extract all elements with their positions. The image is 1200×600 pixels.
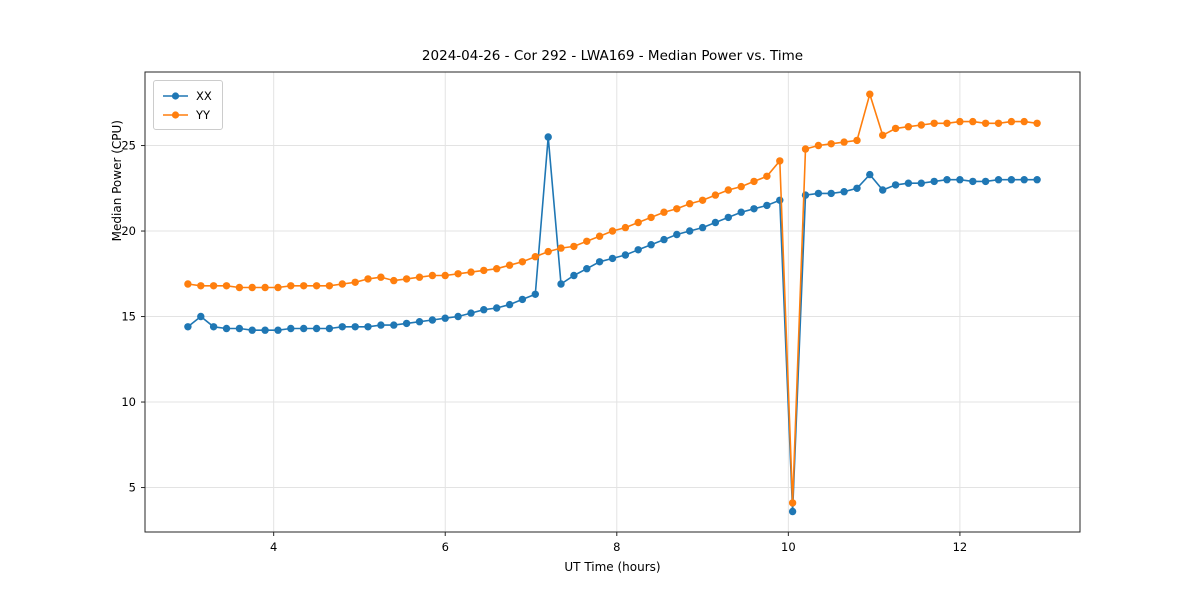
svg-text:5: 5 bbox=[129, 481, 136, 495]
legend-item-xx: XX bbox=[162, 86, 212, 105]
x-axis-label: UT Time (hours) bbox=[564, 560, 661, 574]
svg-text:4: 4 bbox=[270, 540, 277, 554]
svg-text:6: 6 bbox=[442, 540, 449, 554]
legend-label-xx: XX bbox=[196, 88, 212, 103]
legend-label-yy: YY bbox=[196, 107, 211, 122]
y-axis-label-text: Median Power (CPU) bbox=[110, 120, 124, 242]
svg-text:25: 25 bbox=[121, 139, 136, 153]
legend-item-yy: YY bbox=[162, 105, 212, 124]
yy-series-swatch-icon bbox=[163, 110, 188, 119]
svg-text:15: 15 bbox=[121, 310, 136, 324]
legend: XX YY bbox=[153, 80, 223, 130]
svg-text:8: 8 bbox=[613, 540, 620, 554]
xx-series-swatch-icon bbox=[163, 91, 188, 100]
chart-title: 2024-04-26 - Cor 292 - LWA169 - Median P… bbox=[421, 48, 804, 64]
svg-text:20: 20 bbox=[121, 224, 136, 238]
svg-text:10: 10 bbox=[781, 540, 796, 554]
svg-text:12: 12 bbox=[953, 540, 968, 554]
svg-text:10: 10 bbox=[121, 395, 136, 409]
